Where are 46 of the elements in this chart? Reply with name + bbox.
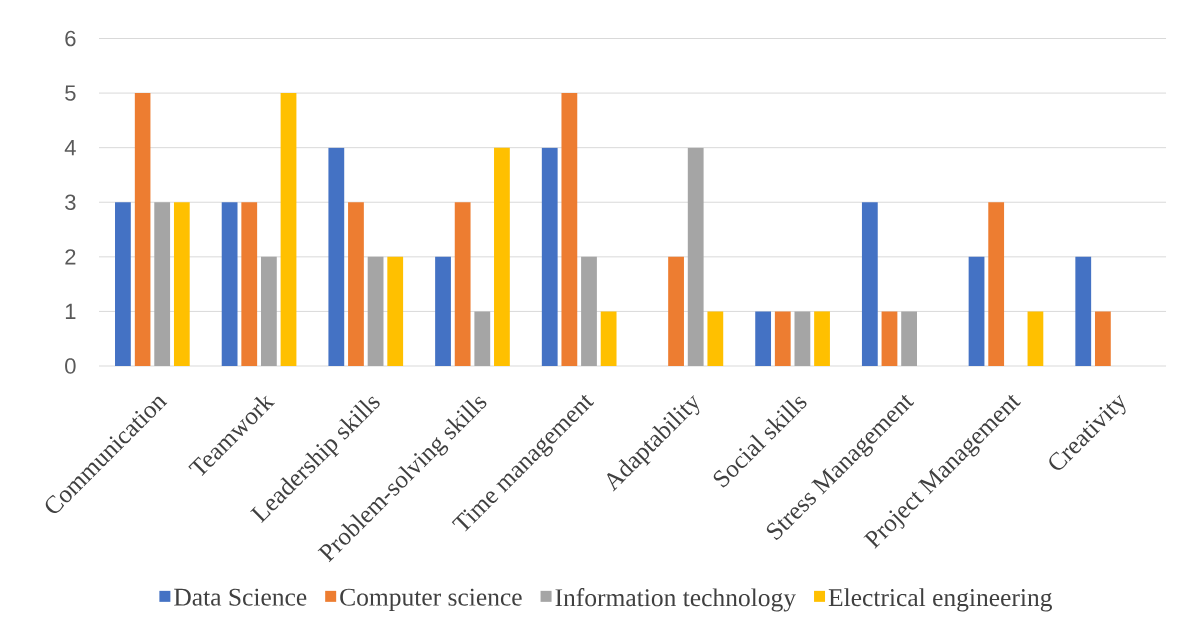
bar (154, 202, 171, 366)
legend-label: Data Science (174, 588, 307, 606)
bar (774, 311, 791, 366)
y-tick-label: 6 (65, 30, 76, 47)
bar (387, 256, 404, 366)
legend-label: Information technology (555, 588, 796, 612)
y-tick-label: 4 (64, 140, 76, 156)
bar (881, 311, 898, 366)
bar (1075, 256, 1092, 366)
bar (435, 256, 451, 366)
y-tick-label: 5 (65, 85, 76, 101)
y-tick-label: 2 (65, 249, 76, 265)
bar (1027, 311, 1044, 366)
bar (115, 202, 131, 366)
bar (707, 311, 724, 366)
bar (474, 311, 491, 366)
y-tick-label: 1 (65, 303, 76, 319)
bar (260, 256, 277, 366)
bar (861, 202, 878, 366)
bar (280, 93, 297, 366)
bar (755, 311, 772, 366)
bar (794, 311, 811, 366)
bar (687, 147, 704, 366)
bar (668, 256, 684, 366)
bar (367, 256, 384, 366)
bar (494, 147, 510, 366)
bar (454, 202, 471, 366)
bar (348, 202, 364, 366)
bar (814, 311, 830, 366)
bar (173, 202, 190, 366)
bar (134, 93, 151, 366)
bar (328, 147, 345, 366)
bar (561, 93, 578, 366)
bar (968, 256, 985, 366)
y-tick-label: 0 (65, 358, 76, 374)
legend-label: Electrical engineering (828, 588, 1052, 612)
legend-label: Computer science (340, 588, 522, 611)
bar (600, 311, 617, 366)
y-tick-label: 3 (65, 194, 76, 211)
bar (541, 147, 558, 366)
bar (221, 202, 238, 366)
bar (901, 311, 917, 366)
bar (581, 256, 597, 366)
bar (1094, 311, 1111, 366)
bar (241, 202, 258, 366)
bar (988, 202, 1005, 366)
